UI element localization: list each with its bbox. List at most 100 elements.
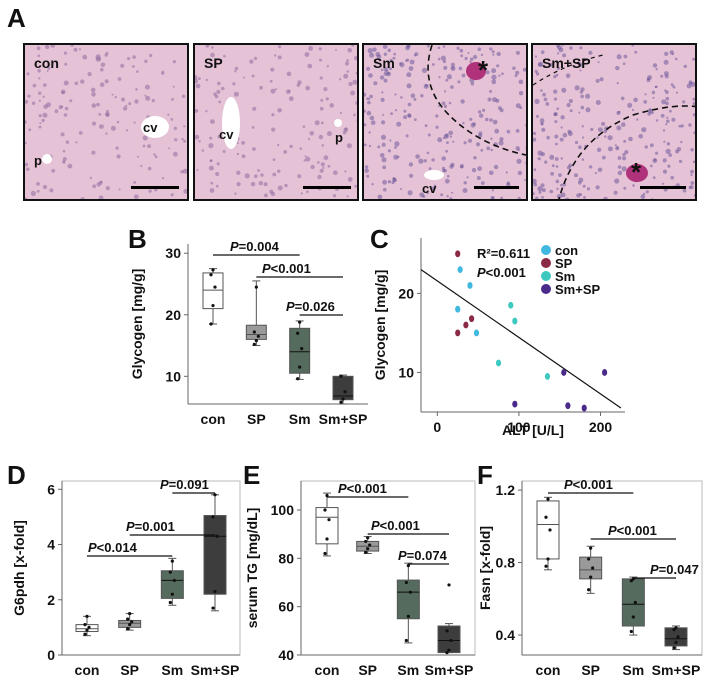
cell-nucleus <box>354 184 357 188</box>
cell-nucleus <box>63 113 68 117</box>
scale-bar <box>131 186 179 189</box>
cell-nucleus <box>525 146 526 150</box>
data-point <box>633 600 637 605</box>
cell-nucleus <box>491 197 495 199</box>
cell-nucleus <box>46 102 51 108</box>
cell-nucleus <box>96 102 100 107</box>
cell-nucleus <box>435 125 439 129</box>
cell-nucleus <box>614 178 620 184</box>
central-vein-label: cv <box>422 181 437 196</box>
cell-nucleus <box>553 97 557 101</box>
cell-nucleus <box>271 127 276 132</box>
cell-nucleus <box>135 88 138 91</box>
data-point <box>213 285 217 289</box>
cell-nucleus <box>183 189 187 194</box>
cell-nucleus <box>533 168 537 171</box>
cell-nucleus <box>559 137 564 142</box>
cell-nucleus <box>167 113 170 116</box>
panel-letter-a: A <box>7 3 26 33</box>
cell-nucleus <box>678 124 681 128</box>
cell-nucleus <box>498 198 502 199</box>
x-tick-label: con <box>536 662 561 678</box>
micrograph-sp: SP cv p <box>193 43 359 201</box>
cell-nucleus <box>410 93 416 98</box>
cell-nucleus <box>418 158 424 164</box>
cell-nucleus <box>171 98 174 101</box>
scatter-point-sm <box>544 373 551 380</box>
data-point <box>325 537 329 541</box>
cell-nucleus <box>386 71 391 77</box>
cell-nucleus <box>67 163 73 169</box>
cell-nucleus <box>525 123 526 128</box>
cell-nucleus <box>558 173 562 178</box>
cell-nucleus <box>498 106 502 110</box>
cell-nucleus <box>149 53 153 58</box>
data-point <box>323 551 327 556</box>
cell-nucleus <box>243 76 246 79</box>
cell-nucleus <box>437 57 441 61</box>
cell-nucleus <box>649 143 654 148</box>
cell-nucleus <box>115 146 119 150</box>
cell-nucleus <box>195 75 198 80</box>
cell-nucleus <box>209 136 213 140</box>
cell-nucleus <box>387 180 392 184</box>
cell-nucleus <box>692 160 695 164</box>
data-point <box>548 528 552 532</box>
cell-nucleus <box>78 131 83 135</box>
cell-nucleus <box>396 155 400 159</box>
cell-nucleus <box>369 115 375 121</box>
cell-nucleus <box>278 45 282 49</box>
cell-nucleus <box>215 184 219 188</box>
cell-nucleus <box>460 165 464 169</box>
cell-nucleus <box>580 105 585 110</box>
cell-nucleus <box>51 168 56 173</box>
cell-nucleus <box>545 102 550 106</box>
data-point <box>254 339 258 343</box>
data-point <box>87 625 91 629</box>
cell-nucleus <box>541 196 544 199</box>
cell-nucleus <box>624 150 629 155</box>
cell-nucleus <box>116 154 121 159</box>
data-point <box>676 635 680 639</box>
cell-nucleus <box>364 168 369 173</box>
cell-nucleus <box>655 68 658 71</box>
data-point <box>128 611 132 616</box>
cell-nucleus <box>660 113 665 118</box>
cell-nucleus <box>215 171 220 177</box>
cell-nucleus <box>515 129 520 133</box>
data-point <box>341 397 345 401</box>
cell-nucleus <box>482 108 486 112</box>
cell-nucleus <box>128 102 132 106</box>
cell-nucleus <box>690 181 695 185</box>
cell-nucleus <box>553 75 557 79</box>
cell-nucleus <box>466 176 469 179</box>
cell-nucleus <box>168 147 171 150</box>
data-point <box>211 303 215 308</box>
cell-nucleus <box>318 134 324 140</box>
cell-nucleus <box>251 126 255 129</box>
central-vein <box>222 97 240 149</box>
granuloma-border <box>427 45 526 156</box>
cell-nucleus <box>100 67 104 72</box>
cell-nucleus <box>394 146 397 149</box>
cell-nucleus <box>314 120 320 126</box>
cell-nucleus <box>407 190 413 196</box>
cell-nucleus <box>154 155 158 159</box>
data-point <box>445 629 449 633</box>
cell-nucleus <box>25 99 29 104</box>
box-sm-sp <box>437 625 461 654</box>
cell-nucleus <box>617 156 622 160</box>
data-point <box>211 515 215 519</box>
cell-nucleus <box>419 192 425 198</box>
cell-nucleus <box>527 191 528 195</box>
box-sm <box>289 327 311 374</box>
cell-nucleus <box>500 196 504 199</box>
cell-nucleus <box>420 94 424 98</box>
cell-nucleus <box>252 147 256 151</box>
cell-nucleus <box>578 111 581 114</box>
data-point <box>172 578 176 583</box>
cell-nucleus <box>489 118 493 122</box>
cell-nucleus <box>379 153 385 158</box>
data-point <box>211 268 215 272</box>
cell-nucleus <box>525 161 526 165</box>
